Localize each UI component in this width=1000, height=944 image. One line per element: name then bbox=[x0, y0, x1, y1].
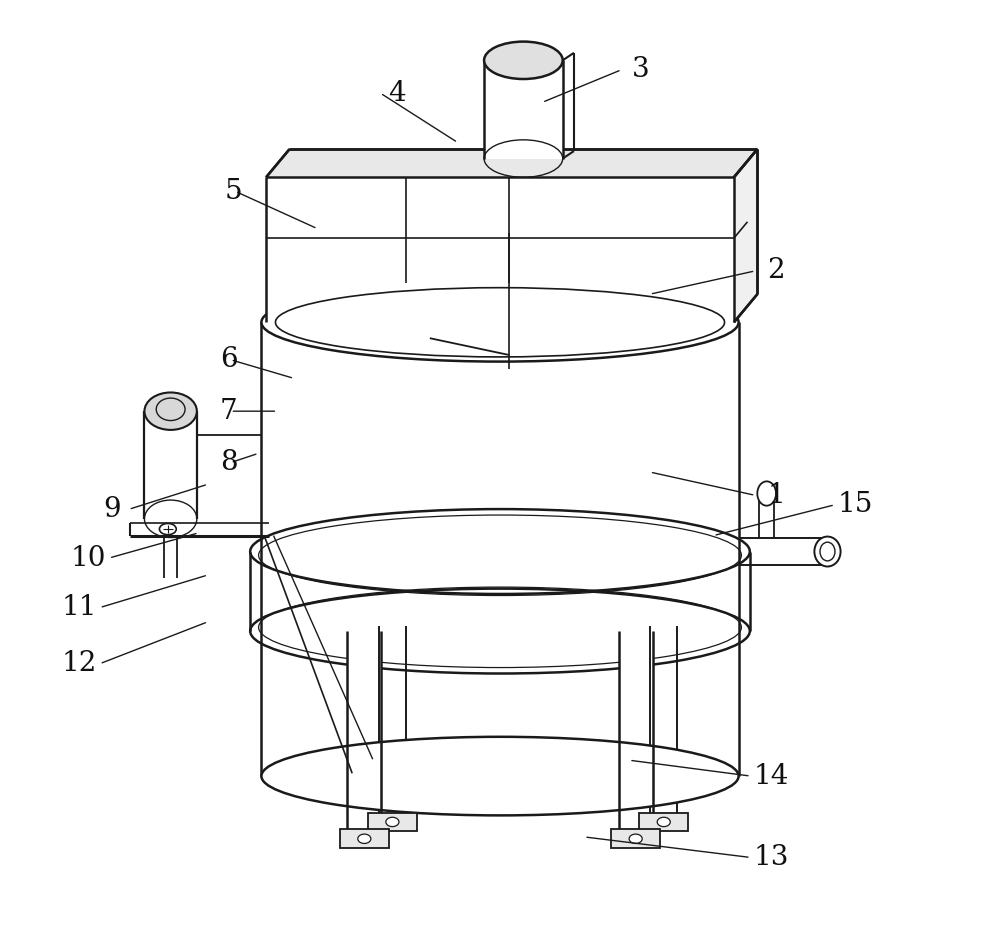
Ellipse shape bbox=[261, 737, 739, 816]
Bar bbox=[266, 177, 734, 322]
Ellipse shape bbox=[386, 818, 399, 827]
Text: 13: 13 bbox=[754, 844, 789, 871]
Ellipse shape bbox=[261, 283, 739, 362]
Text: 8: 8 bbox=[220, 449, 237, 476]
Bar bbox=[484, 60, 563, 159]
Bar bbox=[368, 813, 417, 832]
Text: 2: 2 bbox=[767, 258, 785, 284]
Text: 11: 11 bbox=[61, 594, 97, 621]
Text: 1: 1 bbox=[767, 481, 785, 509]
Ellipse shape bbox=[144, 393, 197, 430]
Polygon shape bbox=[734, 149, 757, 322]
Text: 15: 15 bbox=[838, 491, 873, 518]
Text: 10: 10 bbox=[71, 545, 106, 571]
Bar bbox=[261, 322, 739, 776]
Bar bbox=[340, 830, 389, 848]
Text: 12: 12 bbox=[61, 650, 97, 677]
Bar bbox=[611, 830, 660, 848]
Text: 5: 5 bbox=[225, 177, 242, 205]
Bar bbox=[619, 631, 653, 830]
Ellipse shape bbox=[657, 818, 670, 827]
Text: 3: 3 bbox=[632, 56, 649, 83]
Ellipse shape bbox=[757, 481, 776, 506]
Bar bbox=[250, 551, 750, 631]
Text: 14: 14 bbox=[754, 763, 789, 789]
Ellipse shape bbox=[814, 536, 841, 566]
Text: 6: 6 bbox=[220, 346, 237, 373]
Bar bbox=[144, 412, 197, 519]
Text: 9: 9 bbox=[103, 496, 121, 523]
Polygon shape bbox=[266, 149, 757, 177]
Ellipse shape bbox=[159, 524, 176, 534]
Text: 4: 4 bbox=[388, 79, 406, 107]
Text: 7: 7 bbox=[220, 397, 238, 425]
Ellipse shape bbox=[629, 834, 642, 843]
Ellipse shape bbox=[358, 834, 371, 843]
Bar bbox=[347, 631, 381, 830]
Bar bbox=[639, 813, 688, 832]
Ellipse shape bbox=[484, 42, 563, 79]
